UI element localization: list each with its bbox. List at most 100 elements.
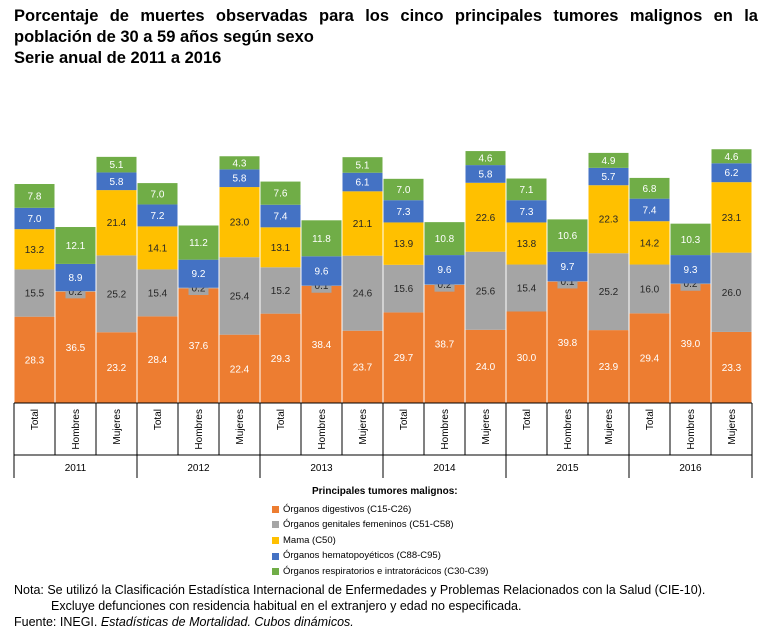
bar-segment xyxy=(424,284,465,403)
x-tick-label: Hombres xyxy=(563,409,574,450)
data-label: 9.6 xyxy=(315,266,329,277)
bar-segment xyxy=(547,251,588,282)
bar-segment xyxy=(137,316,178,403)
bar-segment xyxy=(588,167,629,186)
bar-segment xyxy=(383,178,424,201)
bar-segment xyxy=(383,222,424,265)
data-label: 24.6 xyxy=(353,289,373,300)
data-label: 24.0 xyxy=(476,362,496,373)
data-label: 23.3 xyxy=(722,363,742,374)
data-label: 10.8 xyxy=(435,234,455,245)
data-label: 9.7 xyxy=(561,262,575,273)
source-prefix: Fuente: INEGI. xyxy=(14,615,101,629)
data-label: 7.3 xyxy=(397,207,411,218)
bar-segment xyxy=(260,204,301,228)
data-label: 23.2 xyxy=(107,363,127,374)
bar-segment xyxy=(301,220,342,257)
bar-segment xyxy=(137,204,178,227)
x-group-label: 2016 xyxy=(679,463,702,474)
bar-segment xyxy=(629,198,670,222)
data-label: 39.8 xyxy=(558,338,578,349)
bar-segment xyxy=(424,255,465,285)
data-label: 10.6 xyxy=(558,231,578,242)
legend-swatch xyxy=(272,505,279,513)
legend-swatch xyxy=(272,537,279,545)
x-tick-label: Total xyxy=(276,409,287,430)
data-label: 28.3 xyxy=(25,355,45,366)
bar-segment xyxy=(711,149,752,164)
bar-segment xyxy=(506,178,547,201)
bar-segment xyxy=(137,183,178,205)
x-tick-label: Mujeres xyxy=(235,409,246,445)
data-label: 26.0 xyxy=(722,288,742,299)
data-label: 5.7 xyxy=(602,172,616,183)
bar-segment xyxy=(465,182,506,252)
bar-segment xyxy=(383,312,424,403)
legend-label: Órganos respiratorios e intratorácicos (… xyxy=(283,565,489,577)
legend-swatch xyxy=(272,552,279,560)
bar-segment xyxy=(137,269,178,317)
x-tick-label: Hombres xyxy=(194,409,205,450)
data-label: 29.7 xyxy=(394,353,414,364)
source-title: Estadísticas de Mortalidad. Cubos dinámi… xyxy=(100,615,354,629)
data-label: 15.6 xyxy=(394,284,414,295)
bar-segment xyxy=(670,284,711,403)
bar-segment xyxy=(14,316,55,403)
bar-segment xyxy=(342,330,383,403)
data-label: 9.3 xyxy=(684,265,698,276)
title-line-2: población de 30 a 59 años según sexo xyxy=(14,28,314,46)
legend-label: Mama (C50) xyxy=(283,534,336,546)
x-tick-label: Mujeres xyxy=(481,409,492,445)
data-label: 9.2 xyxy=(192,269,206,280)
bar-segment xyxy=(260,227,301,268)
bar-segment xyxy=(711,182,752,253)
bar-segment xyxy=(465,251,506,330)
bar-segment xyxy=(260,313,301,403)
data-label: 23.7 xyxy=(353,362,373,373)
bar-segment xyxy=(506,200,547,223)
bar-segment xyxy=(219,187,260,258)
data-label: 39.0 xyxy=(681,339,701,350)
data-label: 6.8 xyxy=(643,184,657,195)
data-label: 7.4 xyxy=(643,205,657,216)
x-group-label: 2013 xyxy=(310,463,333,474)
legend-item: Órganos digestivos (C15-C26) xyxy=(272,502,488,518)
bar-segment xyxy=(342,191,383,256)
x-tick-label: Hombres xyxy=(440,409,451,450)
data-label: 38.7 xyxy=(435,339,455,350)
data-label: 13.2 xyxy=(25,245,45,256)
bar-segment xyxy=(629,177,670,199)
data-label: 25.2 xyxy=(107,289,127,300)
note-line-2: Excluye defunciones con residencia habit… xyxy=(51,599,522,613)
bar-segment xyxy=(547,281,588,403)
bar-segment xyxy=(55,227,96,264)
data-label: 4.3 xyxy=(233,158,247,169)
legend-item: Órganos respiratorios e intratorácicos (… xyxy=(272,564,488,580)
bar-segment xyxy=(14,269,55,317)
data-label: 30.0 xyxy=(517,353,537,364)
data-label: 7.8 xyxy=(28,191,42,202)
bar-segment xyxy=(219,169,260,188)
x-tick-label: Mujeres xyxy=(112,409,123,445)
chart-title: Porcentaje de muertes observadas para lo… xyxy=(14,6,758,69)
bar-segment xyxy=(670,255,711,284)
bar-segment xyxy=(14,184,55,208)
data-label: 4.9 xyxy=(602,156,616,167)
bar-segment xyxy=(301,285,342,403)
data-label: 6.1 xyxy=(356,178,370,189)
data-label: 29.3 xyxy=(271,354,291,365)
data-label: 0.2 xyxy=(438,280,452,291)
data-label: 23.1 xyxy=(722,213,742,224)
data-label: 13.1 xyxy=(271,243,291,254)
bar-segment xyxy=(711,331,752,403)
bar-segment xyxy=(588,152,629,168)
data-label: 0.2 xyxy=(192,284,206,295)
data-label: 25.4 xyxy=(230,291,250,302)
data-label: 5.1 xyxy=(110,160,124,171)
data-label: 16.0 xyxy=(640,284,660,295)
bar-segment xyxy=(55,291,96,403)
legend-label: Órganos genitales femeninos (C51-C58) xyxy=(283,519,454,531)
data-label: 5.8 xyxy=(110,177,124,188)
data-label: 22.4 xyxy=(230,364,250,375)
